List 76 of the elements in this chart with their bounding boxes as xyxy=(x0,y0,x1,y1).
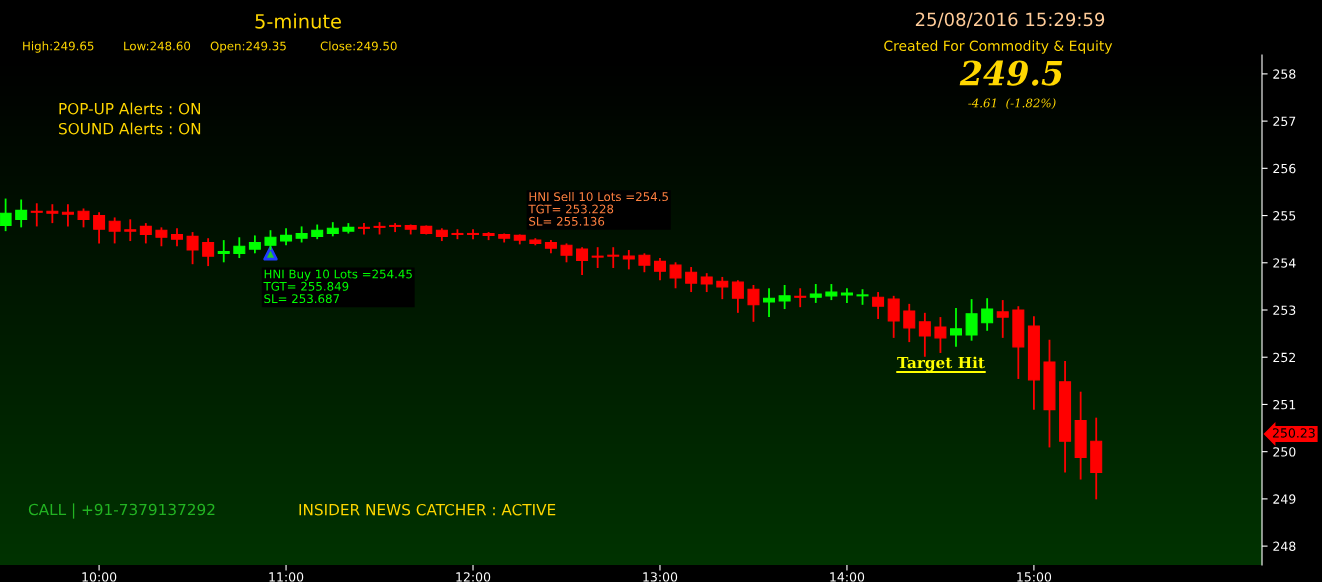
annotation: INSIDER NEWS CATCHER : ACTIVE xyxy=(299,503,556,516)
candlestick xyxy=(949,307,963,348)
candlestick xyxy=(918,311,931,358)
x-tick-label: 11:00 xyxy=(269,572,304,582)
candlestick xyxy=(61,203,74,228)
candlestick xyxy=(186,231,199,266)
y-tick-label: 251 xyxy=(1273,399,1296,410)
chart-subtitle: 25/08/2016 15:29:59 xyxy=(915,12,1105,28)
candlestick xyxy=(872,291,885,320)
x-tick-label: 14:00 xyxy=(830,572,865,582)
text: High:249.65 xyxy=(23,41,94,53)
candlestick xyxy=(763,287,776,318)
candlestick xyxy=(794,287,807,309)
candlestick xyxy=(607,246,620,269)
candlestick xyxy=(965,298,978,342)
candlestick xyxy=(591,246,604,269)
annotation: HNI Sell 10 Lots =254.5 TGT= 253.228 SL= 255.136 xyxy=(528,191,668,226)
y-tick-label: 250 xyxy=(1273,447,1296,457)
annotation: HNI Buy 10 Lots =254.45 TGT= 255.849 SL= 253.687 xyxy=(263,269,412,304)
candlestick xyxy=(638,252,651,274)
candlestick xyxy=(139,222,152,245)
candlestick xyxy=(108,216,121,245)
y-tick-label: 248 xyxy=(1273,541,1296,552)
candlestick xyxy=(155,226,168,248)
text: Created For Commodity & Equity xyxy=(884,40,1113,54)
chart-title: 5-minute xyxy=(255,13,341,29)
x-tick-label: 10:00 xyxy=(82,572,117,582)
candlestick xyxy=(622,249,635,271)
candlestick xyxy=(747,284,760,323)
candlestick xyxy=(357,222,370,236)
candlestick xyxy=(93,211,106,245)
text: Low:248.60 xyxy=(124,41,191,51)
x-tick-label: 12:00 xyxy=(456,572,491,582)
annotation: POP-UP Alerts : ON xyxy=(59,102,201,115)
candlestick xyxy=(669,261,682,290)
y-tick-label: 257 xyxy=(1273,116,1296,127)
candlestick xyxy=(124,218,137,242)
annotation: Target Hit xyxy=(897,356,985,372)
candlestick xyxy=(653,257,666,282)
text: Close:249.50 xyxy=(320,41,397,51)
candlestick xyxy=(996,299,1009,339)
candlestick xyxy=(30,202,43,228)
candlestick xyxy=(15,198,28,229)
y-tick-label: 256 xyxy=(1273,163,1296,174)
y-tick-label: 255 xyxy=(1273,211,1296,221)
candlestick xyxy=(731,279,744,314)
candlestick xyxy=(560,242,573,264)
y-tick-label: 249 xyxy=(1273,494,1296,504)
y-tick-label: 254 xyxy=(1273,258,1296,268)
candlestick xyxy=(233,236,246,259)
candlestick xyxy=(77,207,90,229)
y-tick-label: 252 xyxy=(1273,352,1296,363)
annotation: -4.61 (-1.82%) xyxy=(968,98,1056,110)
candlestick xyxy=(700,272,713,293)
y-tick-label: 253 xyxy=(1273,305,1296,315)
annotation: SOUND Alerts : ON xyxy=(59,122,201,135)
annotation: CALL | +91-7379137292 xyxy=(28,503,215,519)
candlestick xyxy=(202,237,215,267)
y-tick-label: 258 xyxy=(1273,69,1296,79)
candlestick xyxy=(576,246,589,276)
annotation: 249.5 xyxy=(959,60,1063,86)
candlestick xyxy=(778,284,791,310)
candlestick xyxy=(46,203,59,225)
x-tick-label: 13:00 xyxy=(643,572,678,582)
candlestick xyxy=(903,302,916,344)
candlestick xyxy=(217,239,230,264)
candlestick xyxy=(716,276,729,301)
x-tick-label: 15:00 xyxy=(1017,572,1052,582)
candlestick xyxy=(934,316,947,354)
candlestick xyxy=(981,297,994,332)
candlestick xyxy=(809,283,822,304)
candlestick xyxy=(887,294,900,339)
candlestick xyxy=(0,197,12,233)
candlestick xyxy=(685,266,698,293)
text: 250.23 xyxy=(1272,428,1315,438)
text: Open:249.35 xyxy=(210,41,286,53)
